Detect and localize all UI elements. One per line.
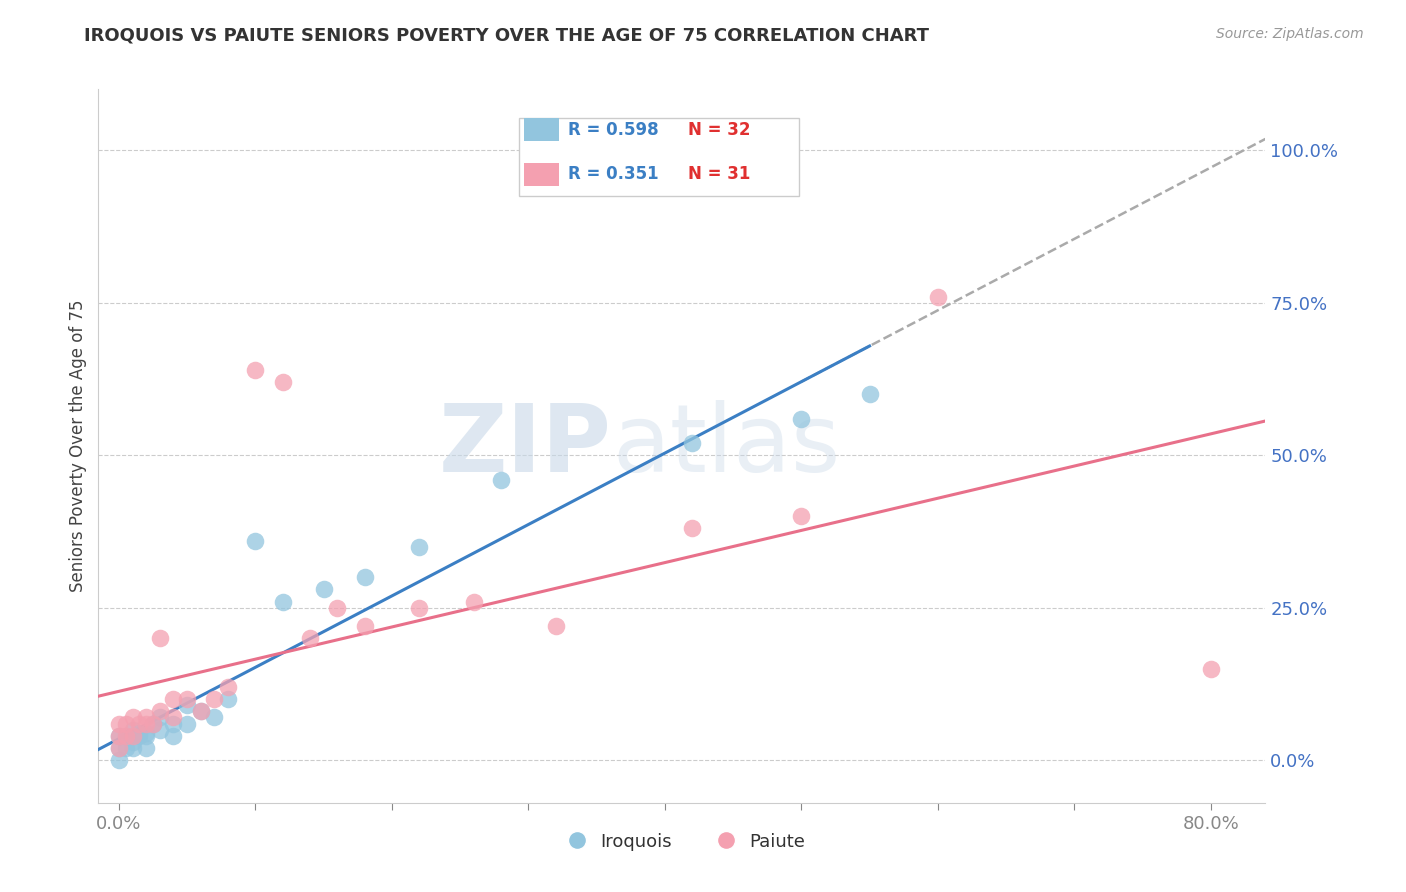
FancyBboxPatch shape: [519, 118, 799, 196]
Point: [176, 716, 198, 731]
Point: [114, 729, 136, 743]
Point: [108, 753, 131, 767]
Point: [162, 692, 184, 706]
Point: [121, 710, 143, 724]
Point: [190, 704, 212, 718]
Point: [217, 692, 239, 706]
Point: [108, 740, 131, 755]
Point: [135, 740, 157, 755]
Point: [204, 692, 226, 706]
Point: [128, 716, 150, 731]
Point: [858, 387, 880, 401]
Text: atlas: atlas: [612, 400, 841, 492]
Point: [108, 729, 131, 743]
Point: [149, 723, 172, 737]
Point: [204, 710, 226, 724]
Point: [162, 729, 184, 743]
Point: [353, 570, 375, 584]
Text: N = 32: N = 32: [688, 121, 751, 139]
Point: [790, 411, 813, 425]
Point: [121, 729, 143, 743]
Y-axis label: Seniors Poverty Over the Age of 75: Seniors Poverty Over the Age of 75: [69, 300, 87, 592]
Point: [108, 740, 131, 755]
Text: R = 0.351: R = 0.351: [568, 165, 658, 183]
Point: [108, 716, 131, 731]
Point: [927, 289, 949, 303]
Text: IROQUOIS VS PAIUTE SENIORS POVERTY OVER THE AGE OF 75 CORRELATION CHART: IROQUOIS VS PAIUTE SENIORS POVERTY OVER …: [84, 27, 929, 45]
Point: [190, 704, 212, 718]
Point: [326, 600, 349, 615]
Point: [128, 729, 150, 743]
Point: [108, 729, 131, 743]
Point: [114, 716, 136, 731]
Point: [135, 710, 157, 724]
Legend: Iroquois, Paiute: Iroquois, Paiute: [551, 826, 813, 858]
Point: [353, 619, 375, 633]
Point: [142, 716, 165, 731]
Point: [463, 594, 485, 608]
FancyBboxPatch shape: [524, 119, 560, 141]
Point: [121, 740, 143, 755]
Point: [489, 473, 512, 487]
Point: [176, 698, 198, 713]
Point: [681, 436, 703, 450]
Point: [135, 725, 157, 739]
Point: [162, 710, 184, 724]
Point: [217, 680, 239, 694]
Text: N = 31: N = 31: [688, 165, 751, 183]
Point: [121, 723, 143, 737]
Point: [162, 716, 184, 731]
Point: [271, 594, 294, 608]
Text: Source: ZipAtlas.com: Source: ZipAtlas.com: [1216, 27, 1364, 41]
Point: [176, 692, 198, 706]
Text: ZIP: ZIP: [439, 400, 612, 492]
Point: [142, 716, 165, 731]
Point: [121, 735, 143, 749]
Text: R = 0.598: R = 0.598: [568, 121, 658, 139]
Point: [149, 631, 172, 645]
Point: [149, 710, 172, 724]
Point: [135, 729, 157, 743]
Point: [312, 582, 335, 597]
Point: [149, 704, 172, 718]
FancyBboxPatch shape: [524, 162, 560, 186]
Point: [408, 540, 430, 554]
Point: [245, 533, 267, 548]
Point: [271, 375, 294, 389]
Point: [408, 600, 430, 615]
Point: [114, 729, 136, 743]
Point: [135, 716, 157, 731]
Point: [681, 521, 703, 535]
Point: [790, 509, 813, 524]
Point: [1199, 662, 1222, 676]
Point: [114, 740, 136, 755]
Point: [298, 631, 321, 645]
Point: [128, 725, 150, 739]
Point: [544, 619, 567, 633]
Point: [245, 363, 267, 377]
